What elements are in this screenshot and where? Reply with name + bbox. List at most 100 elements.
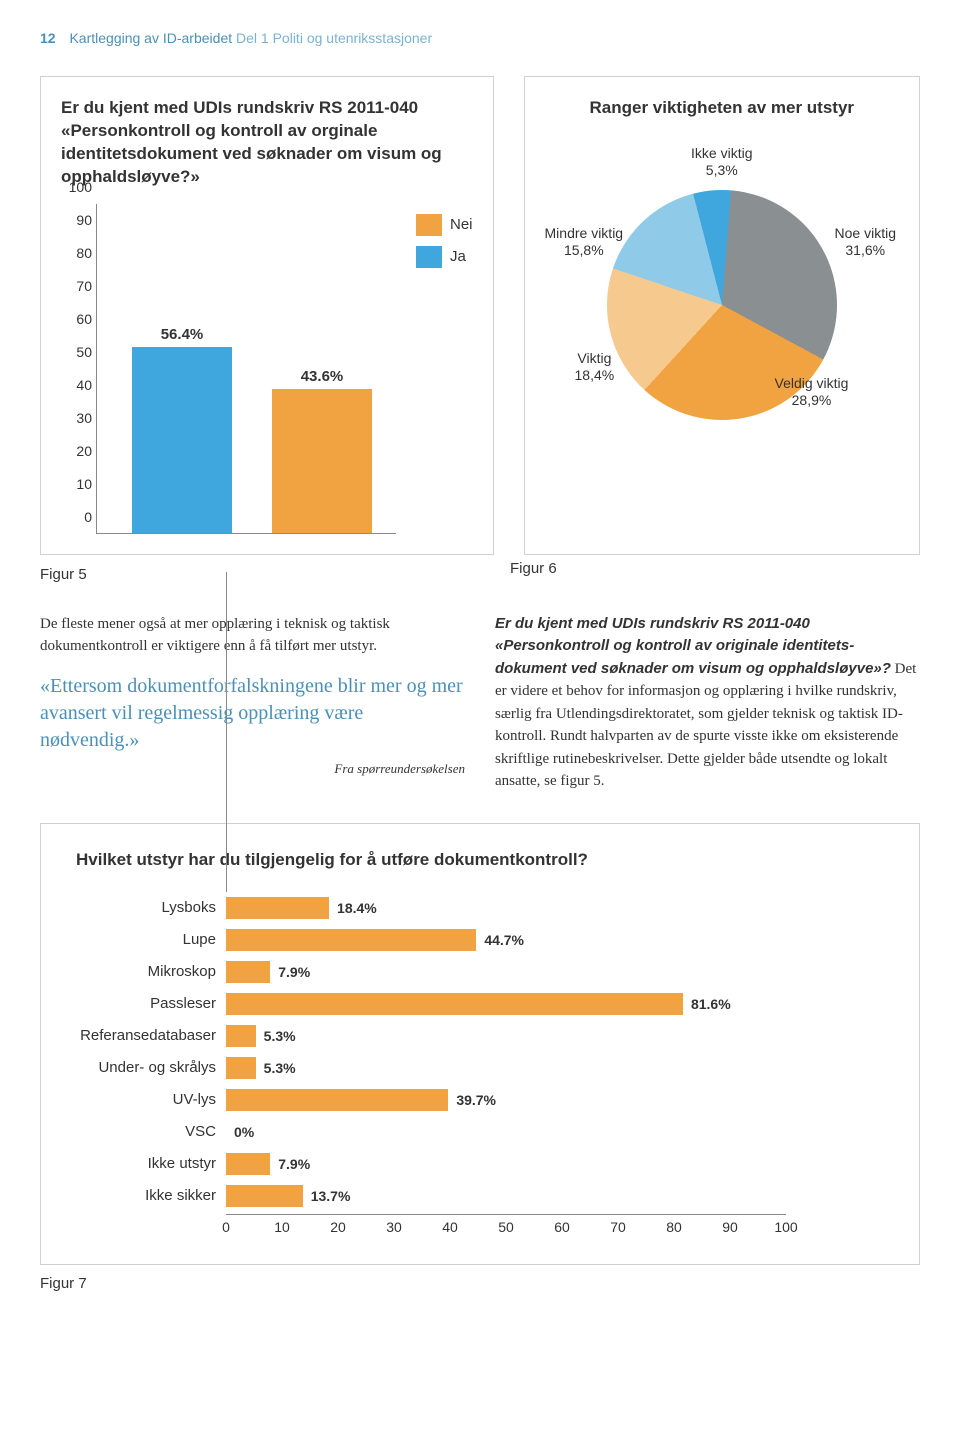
hbar-bar bbox=[226, 1153, 270, 1175]
hbar-value-label: 5.3% bbox=[264, 1028, 296, 1044]
figure-5-barchart: 010203040506070809010056.4%43.6% bbox=[96, 204, 396, 534]
pull-quote-attribution: Fra spørreundersøkelsen bbox=[40, 759, 465, 779]
legend-label: Nei bbox=[450, 216, 473, 233]
hbar-row: Lupe44.7% bbox=[226, 924, 786, 956]
hbar-bar bbox=[226, 961, 270, 983]
y-tick: 50 bbox=[62, 344, 92, 360]
hbar-row: Under- og skrålys5.3% bbox=[226, 1052, 786, 1084]
x-tick: 40 bbox=[442, 1219, 458, 1235]
hbar-bar bbox=[226, 929, 476, 951]
hbar-row: Lysboks18.4% bbox=[226, 892, 786, 924]
x-tick: 20 bbox=[330, 1219, 346, 1235]
hbar-category-label: Passleser bbox=[150, 995, 226, 1012]
figure-7-panel: Hvilket utstyr har du tilgjengelig for å… bbox=[40, 823, 920, 1265]
body-right-column: Er du kjent med UDIs rundskriv RS 2011-0… bbox=[495, 613, 920, 793]
x-tick: 100 bbox=[774, 1219, 797, 1235]
x-tick: 30 bbox=[386, 1219, 402, 1235]
figure-6-caption: Figur 6 bbox=[510, 560, 920, 577]
header-subtitle: Del 1 Politi og utenriksstasjoner bbox=[232, 30, 432, 46]
y-tick: 10 bbox=[62, 476, 92, 492]
x-tick: 80 bbox=[666, 1219, 682, 1235]
legend-item: Ja bbox=[416, 246, 473, 268]
figure-5-title: Er du kjent med UDIs rundskriv RS 2011-0… bbox=[61, 97, 473, 189]
header-title: Kartlegging av ID-arbeidet bbox=[69, 30, 232, 46]
hbar-bar bbox=[226, 1057, 256, 1079]
figure-7-caption: Figur 7 bbox=[40, 1275, 920, 1292]
y-tick: 30 bbox=[62, 410, 92, 426]
pie-slice-label: Mindre viktig15,8% bbox=[545, 225, 624, 259]
figure-5-legend: Nei Ja bbox=[416, 214, 473, 534]
body-left-column: De fleste mener også at mer opplæring i … bbox=[40, 613, 465, 793]
figure-6-panel: Ranger viktigheten av mer utstyr Ikke vi… bbox=[524, 76, 920, 555]
page-number: 12 bbox=[40, 30, 56, 46]
hbar-bar bbox=[226, 1089, 448, 1111]
figure-5-panel: Er du kjent med UDIs rundskriv RS 2011-0… bbox=[40, 76, 494, 555]
x-tick: 60 bbox=[554, 1219, 570, 1235]
pie-slice-label: Noe viktig31,6% bbox=[835, 225, 896, 259]
y-tick: 20 bbox=[62, 443, 92, 459]
hbar-category-label: Ikke sikker bbox=[145, 1187, 226, 1204]
legend-label: Ja bbox=[450, 248, 466, 265]
hbar-bar bbox=[226, 1185, 303, 1207]
body-right-para: Det er videre et behov for informasjon o… bbox=[495, 661, 916, 790]
hbar-category-label: Lysboks bbox=[162, 899, 226, 916]
hbar-row: Passleser81.6% bbox=[226, 988, 786, 1020]
x-tick: 90 bbox=[722, 1219, 738, 1235]
pie-slice-label: Veldig viktig28,9% bbox=[775, 375, 849, 409]
bar: 56.4% bbox=[132, 347, 232, 533]
pie-slice-label: Viktig18,4% bbox=[575, 350, 615, 384]
hbar-value-label: 7.9% bbox=[278, 1156, 310, 1172]
hbar-row: UV-lys39.7% bbox=[226, 1084, 786, 1116]
bar-value-label: 56.4% bbox=[132, 326, 232, 343]
hbar-category-label: Mikroskop bbox=[148, 963, 226, 980]
running-header: 12 Kartlegging av ID-arbeidet Del 1 Poli… bbox=[40, 30, 920, 46]
hbar-value-label: 0% bbox=[234, 1124, 254, 1140]
hbar-category-label: Referansedatabaser bbox=[80, 1027, 226, 1044]
legend-item: Nei bbox=[416, 214, 473, 236]
hbar-value-label: 7.9% bbox=[278, 964, 310, 980]
y-tick: 60 bbox=[62, 311, 92, 327]
y-tick: 40 bbox=[62, 377, 92, 393]
y-tick: 80 bbox=[62, 245, 92, 261]
hbar-category-label: Lupe bbox=[183, 931, 226, 948]
hbar-value-label: 39.7% bbox=[456, 1092, 496, 1108]
body-right-bold: Er du kjent med UDIs rundskriv RS 2011-0… bbox=[495, 615, 891, 677]
legend-swatch bbox=[416, 214, 442, 236]
x-tick: 0 bbox=[222, 1219, 230, 1235]
x-tick: 50 bbox=[498, 1219, 514, 1235]
pull-quote: «Ettersom dokumentforfalskningene blir m… bbox=[40, 673, 465, 754]
x-tick: 10 bbox=[274, 1219, 290, 1235]
hbar-row: Ikke sikker13.7% bbox=[226, 1180, 786, 1212]
y-tick: 100 bbox=[62, 179, 92, 195]
hbar-row: Ikke utstyr7.9% bbox=[226, 1148, 786, 1180]
bar: 43.6% bbox=[272, 389, 372, 533]
hbar-value-label: 81.6% bbox=[691, 996, 731, 1012]
x-axis: 0102030405060708090100 bbox=[226, 1214, 786, 1239]
bar-value-label: 43.6% bbox=[272, 368, 372, 385]
hbar-row: Referansedatabaser5.3% bbox=[226, 1020, 786, 1052]
hbar-value-label: 18.4% bbox=[337, 900, 377, 916]
figure-7-chart: Lysboks18.4%Lupe44.7%Mikroskop7.9%Passle… bbox=[226, 892, 786, 1239]
figure-7-title: Hvilket utstyr har du tilgjengelig for å… bbox=[76, 849, 884, 872]
pie-slice-label: Ikke viktig5,3% bbox=[691, 145, 752, 179]
figure-6-pie-wrap: Ikke viktig5,3% Noe viktig31,6% Veldig vik… bbox=[545, 135, 899, 445]
body-left-para: De fleste mener også at mer opplæring i … bbox=[40, 613, 465, 658]
hbar-bar bbox=[226, 993, 683, 1015]
figure-6-title: Ranger viktigheten av mer utstyr bbox=[545, 97, 899, 120]
hbar-row: VSC0% bbox=[226, 1116, 786, 1148]
hbar-value-label: 13.7% bbox=[311, 1188, 351, 1204]
hbar-value-label: 5.3% bbox=[264, 1060, 296, 1076]
hbar-category-label: Ikke utstyr bbox=[148, 1155, 226, 1172]
y-tick: 70 bbox=[62, 278, 92, 294]
hbar-bar bbox=[226, 897, 329, 919]
y-tick: 0 bbox=[62, 509, 92, 525]
x-tick: 70 bbox=[610, 1219, 626, 1235]
y-tick: 90 bbox=[62, 212, 92, 228]
hbar-category-label: VSC bbox=[185, 1123, 226, 1140]
hbar-category-label: UV-lys bbox=[173, 1091, 226, 1108]
hbar-value-label: 44.7% bbox=[484, 932, 524, 948]
hbar-bar bbox=[226, 1025, 256, 1047]
hbar-row: Mikroskop7.9% bbox=[226, 956, 786, 988]
hbar-category-label: Under- og skrålys bbox=[98, 1059, 226, 1076]
legend-swatch bbox=[416, 246, 442, 268]
